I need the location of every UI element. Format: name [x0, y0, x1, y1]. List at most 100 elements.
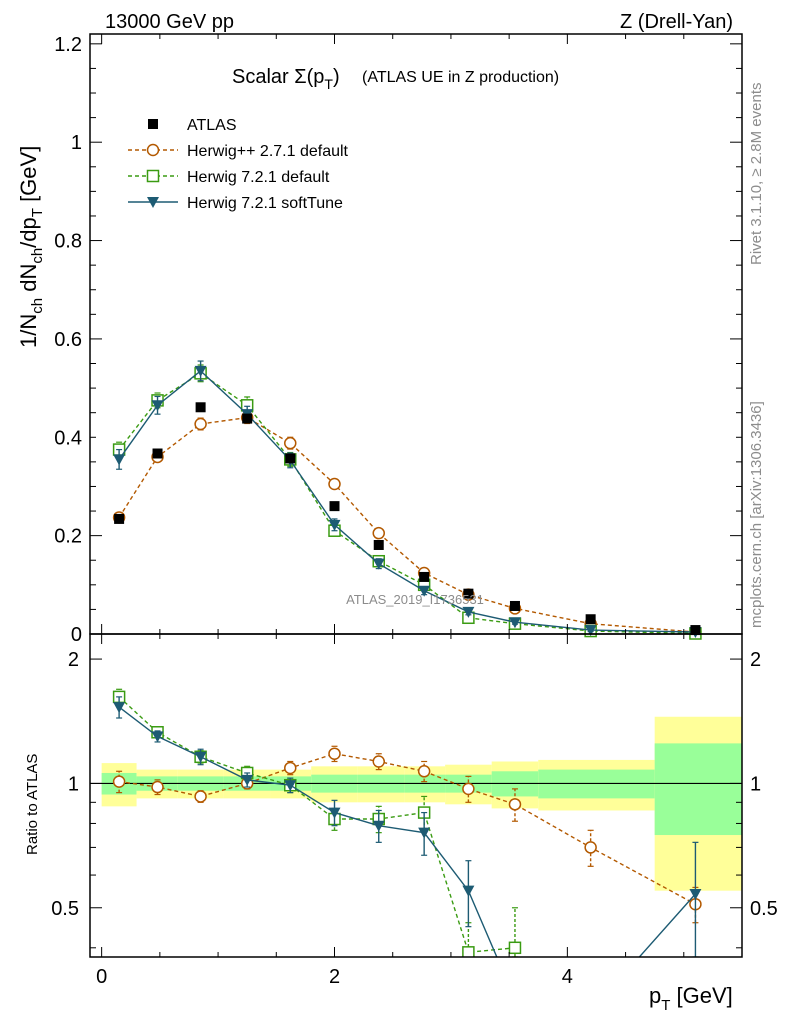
ratio-y-tick-label: 1	[68, 773, 79, 795]
main-line-dashed-square	[118, 372, 696, 635]
legend-item: Herwig++ 2.7.1 default	[128, 143, 349, 160]
y-tick-label: 1	[71, 132, 82, 154]
main-point	[328, 519, 341, 531]
legend-marker	[146, 169, 160, 183]
ratio-point	[151, 731, 164, 743]
y-tick-label: 0.4	[54, 427, 82, 449]
axis-ticks: 0 2 4 0 0.2 0.4 0.6 0.8 1 1.2 0.5 0.5 1 1 2 2	[51, 34, 778, 988]
ratio-point	[284, 761, 297, 775]
plot-frames	[89, 33, 743, 958]
ratio-line-dashed-circle	[119, 752, 696, 905]
main-point	[508, 617, 521, 629]
x-axis-label: pT [GeV]	[649, 983, 733, 1014]
main-point	[418, 585, 431, 597]
y-tick-label: 0	[71, 624, 82, 646]
main-line-solid-triangle	[118, 369, 696, 633]
main-line-dashed-circle	[118, 416, 696, 633]
ratio-point	[417, 765, 431, 778]
ratio-point	[689, 888, 702, 900]
y-axis-label-main: 1/Nch dNch/dpT [GeV]	[16, 146, 46, 348]
main-point	[509, 600, 520, 611]
legend-item: ATLAS	[148, 117, 237, 134]
y-axis-label-ratio: Ratio to ATLAS	[24, 754, 41, 855]
chart-subtitle: (ATLAS UE in Z production)	[362, 69, 559, 86]
main-point	[462, 606, 475, 618]
ratio-point	[194, 790, 207, 803]
ratio-point	[328, 807, 341, 819]
main-point	[585, 614, 596, 625]
x-tick-label: 4	[562, 966, 573, 988]
main-point	[584, 625, 597, 637]
ratio-y-tick-label-right: 2	[750, 649, 761, 671]
main-point	[329, 501, 340, 512]
ratio-series-dashed-square	[112, 688, 522, 957]
main-point	[194, 365, 207, 377]
ratio-point	[462, 885, 475, 897]
ratio-frame	[89, 633, 743, 958]
band-inner	[654, 743, 742, 836]
y-tick-label: 1.2	[54, 34, 82, 56]
legend-label: Herwig++ 2.7.1 default	[187, 143, 349, 160]
legend-item: Herwig 7.2.1 default	[128, 169, 330, 186]
ratio-point	[462, 946, 475, 957]
main-panel-series	[112, 360, 702, 640]
ratio-point	[112, 775, 126, 788]
ratio-point	[151, 780, 164, 794]
ratio-point	[372, 755, 385, 768]
ratio-point	[194, 751, 207, 763]
main-series-data	[114, 402, 701, 636]
mcplots-label: mcplots.cern.ch [arXiv:1306.3436]	[748, 401, 765, 628]
main-point	[372, 558, 385, 570]
legend-label: Herwig 7.2.1 softTune	[187, 195, 343, 212]
ratio-point	[284, 780, 297, 792]
header-left-label: 13000 GeV pp	[105, 11, 234, 33]
y-tick-label: 0.8	[54, 231, 82, 253]
main-point	[328, 477, 341, 491]
x-tick-label: 2	[329, 966, 340, 988]
legend-marker	[147, 197, 159, 208]
ratio-point	[462, 782, 475, 796]
main-point	[151, 400, 164, 412]
main-point	[195, 402, 206, 413]
y-tick-label: 0.2	[54, 526, 82, 548]
chart-title: Scalar Σ(pT)	[232, 66, 340, 92]
rivet-label: Rivet 3.1.10, ≥ 2.8M events	[748, 83, 765, 266]
main-point	[419, 571, 430, 582]
main-point	[372, 526, 385, 540]
ratio-y-tick-label-right: 1	[750, 773, 761, 795]
header-right-label: Z (Drell-Yan)	[620, 11, 733, 33]
ratio-point	[584, 841, 597, 854]
analysis-watermark: ATLAS_2019_I1736531	[346, 592, 484, 607]
ratio-point	[508, 941, 522, 955]
main-point	[373, 539, 384, 550]
ratio-uncertainty-bands	[90, 716, 742, 891]
legend-label: ATLAS	[187, 117, 237, 134]
y-tick-label: 0.6	[54, 329, 82, 351]
x-tick-label: 0	[96, 966, 107, 988]
ratio-point	[418, 827, 431, 839]
ratio-point	[372, 820, 385, 832]
ratio-y-tick-label: 0.5	[51, 898, 79, 920]
legend-marker	[146, 143, 160, 157]
legend: ATLAS Herwig++ 2.7.1 default Herwig 7.2.1 …	[128, 117, 349, 212]
main-point	[463, 588, 474, 599]
ratio-line-solid-triangle	[118, 706, 696, 957]
legend-marker	[148, 119, 158, 129]
main-point	[194, 417, 207, 431]
legend-label: Herwig 7.2.1 default	[187, 169, 330, 186]
main-point	[242, 413, 253, 424]
ratio-panel-series	[112, 688, 702, 957]
main-point	[113, 454, 126, 466]
ratio-point	[113, 702, 126, 714]
ratio-series-solid-triangle	[113, 696, 702, 957]
main-point	[114, 513, 125, 524]
ratio-point	[508, 798, 522, 811]
ratio-y-tick-label: 2	[68, 649, 79, 671]
ratio-point	[328, 747, 341, 760]
main-point	[284, 436, 297, 450]
main-point	[152, 448, 163, 459]
ratio-point	[241, 774, 254, 786]
legend-item: Herwig 7.2.1 softTune	[128, 195, 343, 212]
ratio-y-tick-label-right: 0.5	[750, 898, 778, 920]
